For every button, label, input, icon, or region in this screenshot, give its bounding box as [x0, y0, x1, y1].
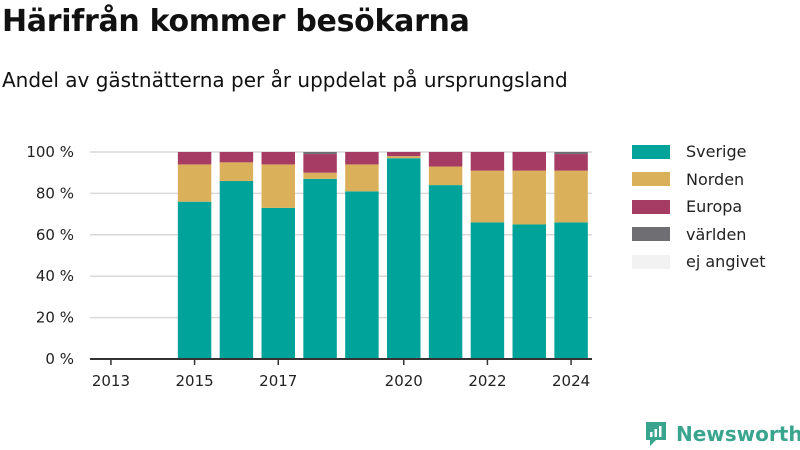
legend-swatch	[632, 227, 670, 242]
x-tick-label: 2015	[175, 372, 213, 390]
bar-segment-sverige-2019	[345, 191, 379, 359]
brand-name: Newsworthy	[676, 422, 800, 446]
legend-label: Sverige	[686, 142, 747, 162]
bar-segment-sverige-2023	[512, 224, 546, 359]
legend-label: ej angivet	[686, 252, 766, 272]
bar-segment-europa-2023	[512, 152, 546, 171]
legend-item-ej_angivet: ej angivet	[632, 248, 766, 276]
legend-swatch	[632, 172, 670, 187]
bar-segment-sverige-2020	[387, 158, 421, 359]
bar-segment-sverige-2021	[428, 185, 463, 359]
bar-segment-europa-2020	[387, 152, 421, 157]
bar-segment-europa-2022	[470, 152, 505, 171]
y-tick-label: 60 %	[36, 226, 74, 244]
brand-logo: Newsworthy	[644, 420, 800, 448]
y-tick-label: 80 %	[36, 184, 74, 202]
bar-segment-sverige-2017	[261, 207, 295, 359]
y-tick-label: 40 %	[36, 267, 74, 285]
bar-segment-norden-2023	[512, 170, 546, 225]
grid-lines	[90, 151, 592, 319]
chart-subtitle: Andel av gästnätterna per år uppdelat på…	[2, 68, 568, 92]
y-tick-label: 0 %	[45, 350, 74, 368]
legend-label: Norden	[686, 169, 745, 189]
bar-segment-sverige-2024	[554, 222, 588, 359]
axes: 0 % 20 % 40 % 60 % 80 % 100 % 2013 2015 2017 2020…	[26, 143, 592, 390]
legend-item-varlden: världen	[632, 221, 766, 249]
bar-segment-sverige-2018	[303, 178, 337, 359]
bar-segment-varlden-2018	[303, 152, 337, 155]
legend: Sverige Norden Europa världen ej angivet	[632, 138, 766, 276]
legend-item-norden: Norden	[632, 166, 766, 194]
chart-title: Härifrån kommer besökarna	[2, 4, 470, 39]
legend-swatch	[632, 254, 670, 269]
bar-segment-norden-2021	[428, 166, 463, 186]
y-tick-label: 20 %	[36, 309, 74, 327]
legend-swatch	[632, 199, 670, 214]
x-tick-label: 2024	[552, 372, 590, 390]
bar-segment-norden-2017	[261, 164, 295, 208]
bar-segment-europa-2019	[345, 152, 379, 165]
bar-segment-norden-2019	[345, 164, 379, 192]
bar-segment-europa-2018	[303, 154, 337, 173]
bar-segment-sverige-2022	[470, 222, 505, 359]
legend-item-europa: Europa	[632, 193, 766, 221]
bar-segment-sverige-2015	[177, 201, 212, 359]
bar-segment-norden-2020	[387, 156, 421, 159]
bar-segment-sverige-2016	[219, 180, 254, 359]
x-tick-label: 2017	[259, 372, 297, 390]
bar-segment-norden-2022	[470, 170, 505, 223]
bar-segment-norden-2016	[219, 162, 254, 181]
bar-segment-varlden-2024	[554, 152, 588, 155]
bar-segment-europa-2024	[554, 154, 588, 171]
bar-segment-norden-2015	[177, 164, 212, 202]
legend-label: världen	[686, 224, 747, 244]
x-tick-label: 2022	[468, 372, 506, 390]
bar-segment-europa-2017	[261, 152, 295, 165]
bar-segment-norden-2018	[303, 172, 337, 179]
legend-swatch	[632, 144, 670, 159]
bar-segment-europa-2016	[219, 152, 254, 163]
bar-segment-europa-2015	[177, 152, 212, 165]
y-tick-label: 100 %	[26, 143, 74, 161]
bars	[177, 152, 588, 359]
newsworthy-logo-icon	[646, 422, 666, 446]
bar-segment-norden-2024	[554, 170, 588, 223]
bar-segment-europa-2021	[428, 152, 463, 167]
legend-item-sverige: Sverige	[632, 138, 766, 166]
x-tick-label: 2013	[92, 372, 130, 390]
legend-label: Europa	[686, 197, 743, 217]
x-tick-label: 2020	[385, 372, 423, 390]
